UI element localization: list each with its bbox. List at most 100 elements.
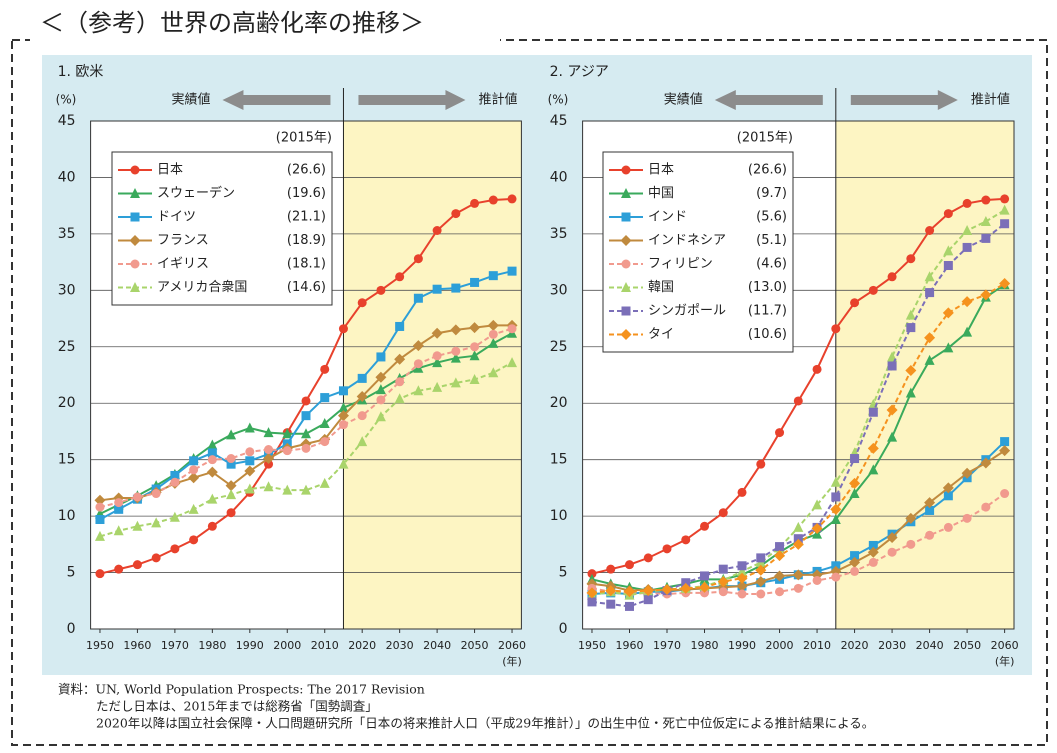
legend-label: タイ xyxy=(648,327,674,342)
x-tick-label: 2030 xyxy=(386,639,414,652)
y-tick-label: 25 xyxy=(550,339,568,355)
marker xyxy=(432,351,442,361)
legend-value: (13.0) xyxy=(748,280,787,295)
marker xyxy=(225,480,237,492)
marker xyxy=(606,599,616,609)
marker xyxy=(925,505,935,515)
marker xyxy=(999,204,1010,215)
y-axis-label: (%) xyxy=(548,93,569,107)
marker xyxy=(151,489,161,499)
actual-label: 実績値 xyxy=(171,92,210,108)
y-tick-label: 40 xyxy=(550,169,568,185)
source-line: 2020年以降は国立社会保障・人口問題研究所「日本の将来推計人口（平成29年推計… xyxy=(96,716,874,731)
marker xyxy=(718,587,728,597)
marker xyxy=(943,260,953,270)
marker xyxy=(320,364,330,374)
arrow-right xyxy=(358,90,466,110)
y-tick-label: 5 xyxy=(559,565,568,581)
marker xyxy=(413,359,423,369)
marker xyxy=(700,521,710,531)
legend-marker xyxy=(130,188,140,198)
marker xyxy=(943,522,953,532)
marker xyxy=(1000,437,1010,447)
marker xyxy=(755,576,767,588)
marker xyxy=(432,381,443,392)
marker xyxy=(357,373,367,383)
marker xyxy=(432,357,443,368)
marker xyxy=(207,448,217,458)
marker xyxy=(451,283,461,293)
marker xyxy=(943,209,953,219)
marker xyxy=(319,477,330,488)
marker xyxy=(700,571,710,581)
marker xyxy=(906,539,916,549)
marker xyxy=(95,514,105,524)
marker xyxy=(226,489,237,500)
marker xyxy=(755,564,767,576)
marker xyxy=(95,502,105,512)
legend-value: (26.6) xyxy=(287,163,326,178)
marker xyxy=(905,387,916,398)
marker xyxy=(357,411,367,421)
marker xyxy=(831,324,841,334)
marker xyxy=(450,324,462,336)
legend-value: (10.6) xyxy=(748,327,787,342)
marker xyxy=(263,481,274,492)
marker xyxy=(264,459,274,469)
legend-value: (5.6) xyxy=(756,210,787,225)
marker xyxy=(943,491,953,501)
marker xyxy=(451,346,461,356)
marker xyxy=(320,393,330,403)
marker xyxy=(1000,194,1010,204)
legend-label: アメリカ合衆国 xyxy=(157,279,247,295)
marker xyxy=(432,284,442,294)
x-tick-label: 1950 xyxy=(86,639,114,652)
y-tick-label: 10 xyxy=(58,508,76,524)
x-tick-label: 2060 xyxy=(991,639,1019,652)
marker xyxy=(226,459,236,469)
actual-label: 実績値 xyxy=(664,92,703,108)
marker xyxy=(587,597,597,607)
marker xyxy=(906,254,916,264)
marker xyxy=(301,484,311,495)
marker xyxy=(301,411,311,421)
plot-frame xyxy=(90,120,522,630)
legend-value: (14.6) xyxy=(287,280,326,295)
marker xyxy=(114,504,124,514)
marker xyxy=(624,560,634,570)
marker xyxy=(375,371,387,383)
marker xyxy=(226,429,237,440)
legend-value: (11.7) xyxy=(748,304,787,319)
marker xyxy=(981,502,991,512)
marker xyxy=(207,455,217,465)
marker xyxy=(132,520,143,531)
marker xyxy=(980,289,992,301)
legend-value: (18.9) xyxy=(287,233,326,248)
marker xyxy=(868,407,878,417)
marker xyxy=(132,492,142,502)
x-tick-label: 2040 xyxy=(916,639,944,652)
title-bg xyxy=(30,5,500,45)
y-tick-label: 30 xyxy=(550,282,568,298)
marker xyxy=(114,498,124,508)
marker xyxy=(245,447,255,457)
marker xyxy=(375,384,386,395)
marker xyxy=(375,411,386,422)
x-tick-label: 2040 xyxy=(423,639,451,652)
marker xyxy=(1000,489,1010,499)
marker xyxy=(942,307,954,319)
marker xyxy=(282,446,292,456)
marker xyxy=(849,477,861,489)
legend-marker xyxy=(621,282,631,292)
marker xyxy=(244,483,255,494)
plot-frame xyxy=(582,120,1015,630)
marker xyxy=(189,465,199,475)
y-tick-label: 45 xyxy=(550,113,568,129)
marker xyxy=(661,583,673,595)
marker xyxy=(357,436,368,447)
arrow-right xyxy=(850,90,958,110)
legend-value: (21.1) xyxy=(287,210,326,225)
forecast-label: 推計値 xyxy=(478,92,517,108)
marker xyxy=(812,575,822,585)
legend-label: スウェーデン xyxy=(157,185,235,201)
